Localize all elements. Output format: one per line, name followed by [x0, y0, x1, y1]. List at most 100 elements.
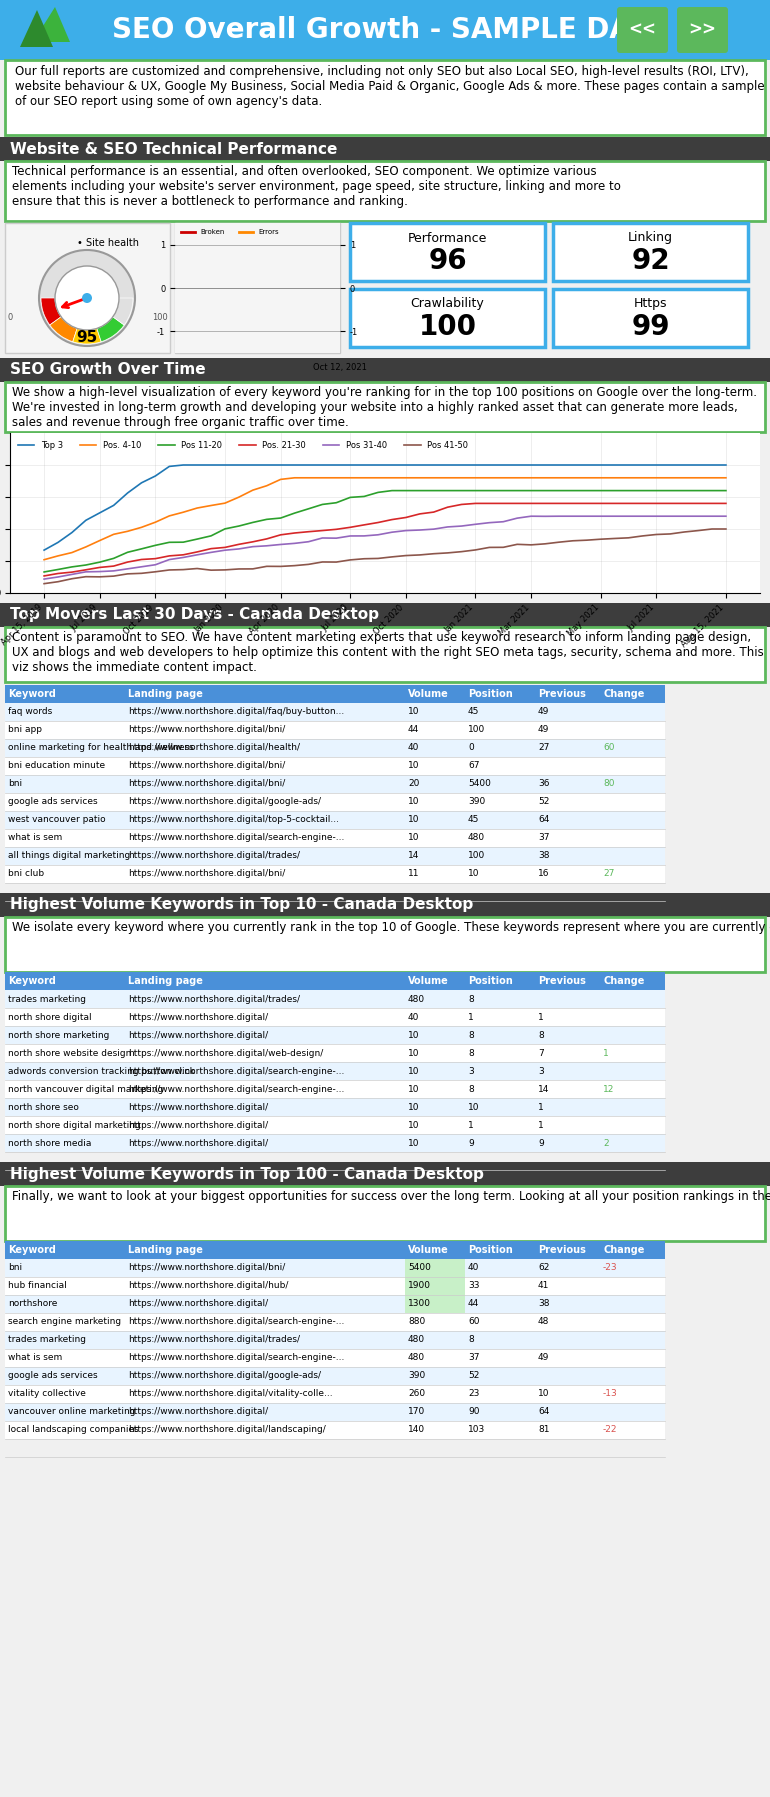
Text: https://www.northshore.digital/: https://www.northshore.digital/ [128, 1103, 268, 1112]
Pos. 4-10 [290, 467, 300, 489]
Pos 41-50 [610, 528, 619, 550]
Text: 49: 49 [538, 726, 549, 735]
Text: https://www.northshore.digital/search-engine-...: https://www.northshore.digital/search-en… [128, 1085, 344, 1094]
Text: bni club: bni club [8, 870, 44, 879]
Pos 41-50 [179, 559, 188, 580]
Pos 41-50 [513, 534, 522, 555]
Line: Pos 11-20: Pos 11-20 [44, 491, 726, 571]
Pos 41-50 [137, 562, 146, 584]
Text: google ads services: google ads services [8, 1371, 98, 1380]
Pos. 21-30 [67, 561, 76, 582]
Text: https://www.northshore.digital/trades/: https://www.northshore.digital/trades/ [128, 852, 300, 861]
Bar [5, 1421, 665, 1439]
Text: Our full reports are customized and comprehensive, including not only SEO but al: Our full reports are customized and comp… [15, 65, 765, 108]
Text: https://www.northshore.digital/search-engine-...: https://www.northshore.digital/search-en… [128, 1317, 344, 1326]
Text: https://www.northshore.digital/: https://www.northshore.digital/ [128, 1030, 268, 1039]
Pos. 21-30 [429, 501, 438, 523]
Pos. 21-30 [680, 492, 689, 514]
Pos. 4-10 [638, 467, 647, 489]
Wedge shape [41, 298, 61, 325]
Pos 41-50 [192, 557, 202, 579]
Text: 390: 390 [408, 1371, 425, 1380]
Top 3 [721, 455, 731, 476]
Pos 41-50 [304, 553, 313, 575]
Top 3 [651, 455, 661, 476]
Pos. 21-30 [694, 492, 703, 514]
Pos. 21-30 [360, 514, 369, 536]
Pos. 21-30 [443, 496, 452, 518]
Bar [5, 828, 665, 846]
Text: Keyword: Keyword [8, 1245, 56, 1254]
Text: 14: 14 [408, 852, 420, 861]
Pos 11-20 [234, 516, 243, 537]
Bar [5, 223, 170, 352]
Pos. 21-30 [123, 552, 132, 573]
Pos 31-40 [665, 505, 675, 527]
Bar [5, 1350, 665, 1368]
Text: 5400: 5400 [468, 780, 491, 789]
Text: We isolate every keyword where you currently rank in the top 10 of Google. These: We isolate every keyword where you curre… [12, 922, 770, 934]
Pos 31-40 [290, 532, 300, 553]
Text: 260: 260 [408, 1389, 425, 1398]
Pos 31-40 [470, 514, 480, 536]
Pos 41-50 [53, 571, 62, 593]
Pos 31-40 [610, 505, 619, 527]
Bar [5, 1242, 665, 1260]
Pos 11-20 [457, 480, 466, 501]
Bar [0, 1163, 770, 1186]
Text: north shore digital: north shore digital [8, 1012, 92, 1021]
Pos 41-50 [624, 527, 633, 548]
Bar [5, 1026, 665, 1044]
Pos 41-50 [39, 573, 49, 595]
Pos 41-50 [554, 532, 564, 553]
Text: https://www.northshore.digital/trades/: https://www.northshore.digital/trades/ [128, 1335, 300, 1344]
Pos 31-40 [721, 505, 731, 527]
Text: 5400: 5400 [408, 1263, 431, 1272]
Text: Volume: Volume [408, 1245, 449, 1254]
Text: 10: 10 [408, 1103, 420, 1112]
Pos 31-40 [151, 553, 160, 575]
Pos 41-50 [220, 559, 229, 580]
Text: 52: 52 [468, 1371, 480, 1380]
Text: >>: >> [688, 22, 716, 40]
Text: trades marketing: trades marketing [8, 994, 86, 1003]
Line: Top 3: Top 3 [44, 465, 726, 550]
Pos. 21-30 [554, 492, 564, 514]
Circle shape [55, 266, 119, 331]
Pos 41-50 [680, 521, 689, 543]
Pos 11-20 [387, 480, 397, 501]
Text: 10: 10 [408, 1048, 420, 1057]
Pos. 4-10 [651, 467, 661, 489]
Text: 103: 103 [468, 1425, 485, 1434]
Pos. 21-30 [568, 492, 578, 514]
Text: https://www.northshore.digital/faq/buy-button...: https://www.northshore.digital/faq/buy-b… [128, 708, 344, 717]
Pos 41-50 [457, 541, 466, 562]
Text: 140: 140 [408, 1425, 425, 1434]
Text: 0: 0 [8, 313, 12, 322]
Text: bni education minute: bni education minute [8, 762, 105, 771]
Text: 9: 9 [538, 1139, 544, 1148]
Pos. 21-30 [596, 492, 605, 514]
Bar [5, 703, 665, 721]
Pos. 21-30 [304, 521, 313, 543]
Top 3 [665, 455, 675, 476]
Text: 880: 880 [408, 1317, 425, 1326]
Pos 11-20 [39, 561, 49, 582]
Pos 41-50 [499, 537, 508, 559]
Pos. 4-10 [387, 467, 397, 489]
Pos 41-50 [165, 559, 174, 580]
Pos. 21-30 [665, 492, 675, 514]
Text: -13: -13 [603, 1389, 618, 1398]
Text: 99: 99 [631, 313, 670, 341]
Top 3 [470, 455, 480, 476]
Text: https://www.northshore.digital/bni/: https://www.northshore.digital/bni/ [128, 870, 285, 879]
Pos 41-50 [665, 523, 675, 544]
Pos 31-40 [165, 548, 174, 570]
Pos 41-50 [443, 543, 452, 564]
Pos 31-40 [81, 561, 90, 582]
Bar [5, 1008, 665, 1026]
Pos. 4-10 [360, 467, 369, 489]
Text: 10: 10 [408, 1121, 420, 1130]
Text: https://www.northshore.digital/hub/: https://www.northshore.digital/hub/ [128, 1281, 289, 1290]
Pos. 4-10 [485, 467, 494, 489]
